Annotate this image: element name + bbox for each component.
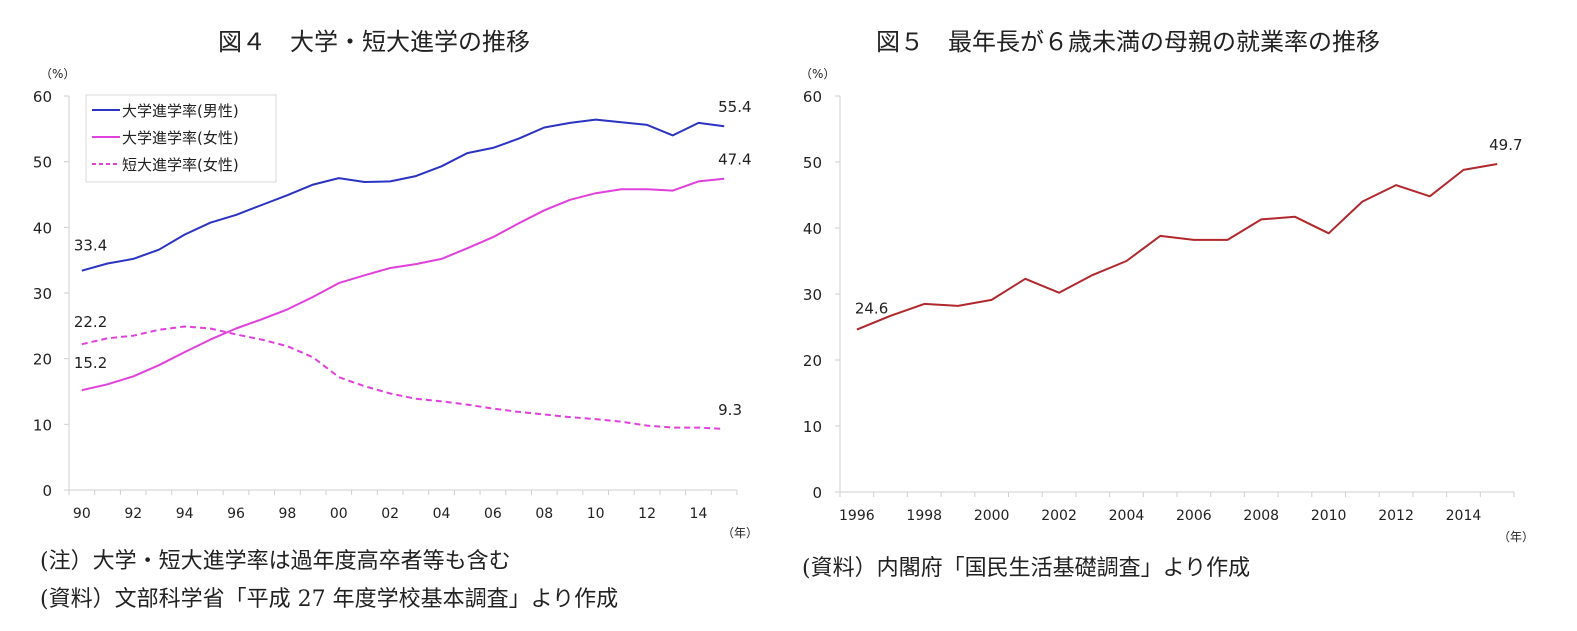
data-label: 9.3 — [718, 401, 742, 419]
data-label: 55.4 — [718, 98, 751, 116]
data-label: 49.7 — [1489, 136, 1522, 154]
chart1-title: 図４ 大学・短大進学の推移 — [218, 28, 530, 56]
x-tick-label: 2002 — [1041, 508, 1077, 524]
x-tick-label: 96 — [227, 506, 245, 522]
legend: 大学進学率(男性) 大学進学率(女性) 短大進学率(女性) — [85, 94, 277, 183]
y-tick-label: 30 — [803, 286, 822, 304]
x-tick-label: 1998 — [906, 508, 942, 524]
legend-label: 短大進学率(女性) — [122, 156, 239, 174]
x-tick-label: 02 — [381, 506, 399, 522]
y-tick-label: 40 — [33, 219, 52, 237]
data-label: 47.4 — [718, 151, 751, 169]
y-tick-label: 20 — [33, 351, 52, 369]
chart2-title: 図５ 最年長が６歳未満の母親の就業率の推移 — [876, 28, 1380, 56]
legend-label: 大学進学率(女性) — [122, 129, 239, 147]
x-tick-label: 08 — [535, 506, 553, 522]
data-label: 15.2 — [74, 354, 107, 372]
series-line-1 — [81, 118, 725, 272]
x-tick-label: 2006 — [1176, 508, 1212, 524]
y-tick-label: 20 — [803, 352, 822, 370]
x-tick-label: 94 — [176, 506, 194, 522]
x-axis-unit-label: （年） — [1498, 530, 1534, 544]
y-tick-label: 0 — [42, 482, 52, 500]
y-tick-label: 10 — [803, 418, 822, 436]
x-tick-label: 2014 — [1446, 508, 1482, 524]
data-label: 22.2 — [74, 313, 107, 331]
chart1-source: (資料）文部科学省「平成 27 年度学校基本調査」より作成 — [40, 587, 619, 612]
data-label: 24.6 — [855, 300, 888, 318]
x-tick-label: 90 — [73, 506, 91, 522]
x-tick-label: 2010 — [1311, 508, 1347, 524]
x-tick-label: 04 — [433, 506, 451, 522]
series-line-2 — [81, 177, 725, 392]
legend-label: 大学進学率(男性) — [122, 102, 239, 120]
x-tick-label: 2008 — [1243, 508, 1279, 524]
x-tick-label: 98 — [278, 506, 296, 522]
y-tick-label: 50 — [33, 154, 52, 172]
chart2-source: (資料）内閣府「国民生活基礎調査」より作成 — [802, 556, 1251, 581]
x-tick-label: 12 — [638, 506, 656, 522]
x-tick-label: 1996 — [839, 508, 875, 524]
y-tick-label: 60 — [33, 88, 52, 106]
x-tick-label: 2000 — [974, 508, 1010, 524]
x-tick-label: 2012 — [1378, 508, 1414, 524]
y-tick-label: 60 — [803, 88, 822, 106]
series-line-3 — [81, 325, 725, 430]
y-tick-label: 30 — [33, 285, 52, 303]
data-label: 33.4 — [74, 237, 107, 255]
series-line-1 — [856, 163, 1498, 331]
x-tick-label: 00 — [330, 506, 348, 522]
y-tick-label: 50 — [803, 154, 822, 172]
x-tick-label: 92 — [124, 506, 142, 522]
x-tick-label: 14 — [690, 506, 708, 522]
x-tick-label: 10 — [587, 506, 605, 522]
y-tick-label: 40 — [803, 220, 822, 238]
chart-2: 0 10 20 30 40 50 60 1996 1998 2000 2002 2004 2006 200… — [800, 67, 1534, 544]
x-axis-unit-label: （年） — [722, 526, 758, 540]
chart-1: 0 10 20 30 40 50 60 90 92 94 96 98 00 02 04 06 08 10 12 14 （… — [33, 67, 758, 540]
y-tick-label: 0 — [812, 484, 822, 502]
x-tick-label: 06 — [484, 506, 502, 522]
chart1-note: (注）大学・短大進学率は過年度高卒者等も含む — [40, 549, 511, 574]
y-axis-unit-label: （%） — [800, 67, 835, 81]
y-axis-unit-label: （%） — [40, 67, 75, 81]
y-tick-label: 10 — [33, 416, 52, 434]
x-tick-label: 2004 — [1109, 508, 1145, 524]
